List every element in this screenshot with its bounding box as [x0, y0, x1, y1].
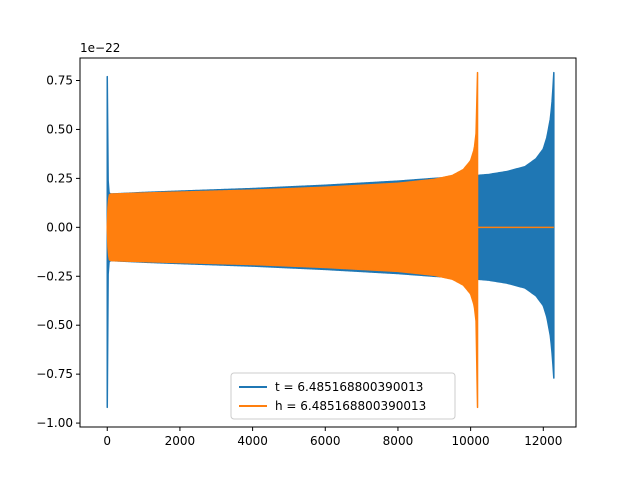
y-offset-label: 1e−22	[80, 41, 120, 55]
x-tick-label: 12000	[524, 434, 562, 448]
y-tick-label: 0.50	[46, 122, 73, 136]
plot-area	[106, 71, 555, 409]
x-tick-label: 0	[103, 434, 111, 448]
y-tick-label: 0.00	[46, 220, 73, 234]
x-tick-label: 6000	[310, 434, 341, 448]
legend-label: h = 6.485168800390013	[275, 399, 426, 413]
legend-label: t = 6.485168800390013	[275, 380, 423, 394]
x-tick-label: 8000	[383, 434, 414, 448]
x-axis: 0 2000 4000 6000 8000 10000 12000	[103, 427, 562, 448]
x-tick-label: 2000	[165, 434, 196, 448]
legend-box	[230, 372, 456, 420]
y-tick-label: −1.00	[36, 416, 73, 430]
series-1-band	[106, 71, 479, 409]
y-tick-label: 0.25	[46, 171, 73, 185]
y-axis: −1.00 −0.75 −0.50 −0.25 0.00 0.25 0.50 0.75	[36, 74, 80, 430]
y-tick-label: −0.50	[36, 318, 73, 332]
y-tick-label: −0.25	[36, 269, 73, 283]
axes-frame	[79, 57, 577, 428]
y-tick-label: 0.75	[46, 74, 73, 88]
x-tick-label: 10000	[452, 434, 490, 448]
y-tick-label: −0.75	[36, 367, 73, 381]
x-tick-label: 4000	[237, 434, 268, 448]
legend: t = 6.485168800390013 h = 6.4851688003900…	[230, 372, 456, 420]
